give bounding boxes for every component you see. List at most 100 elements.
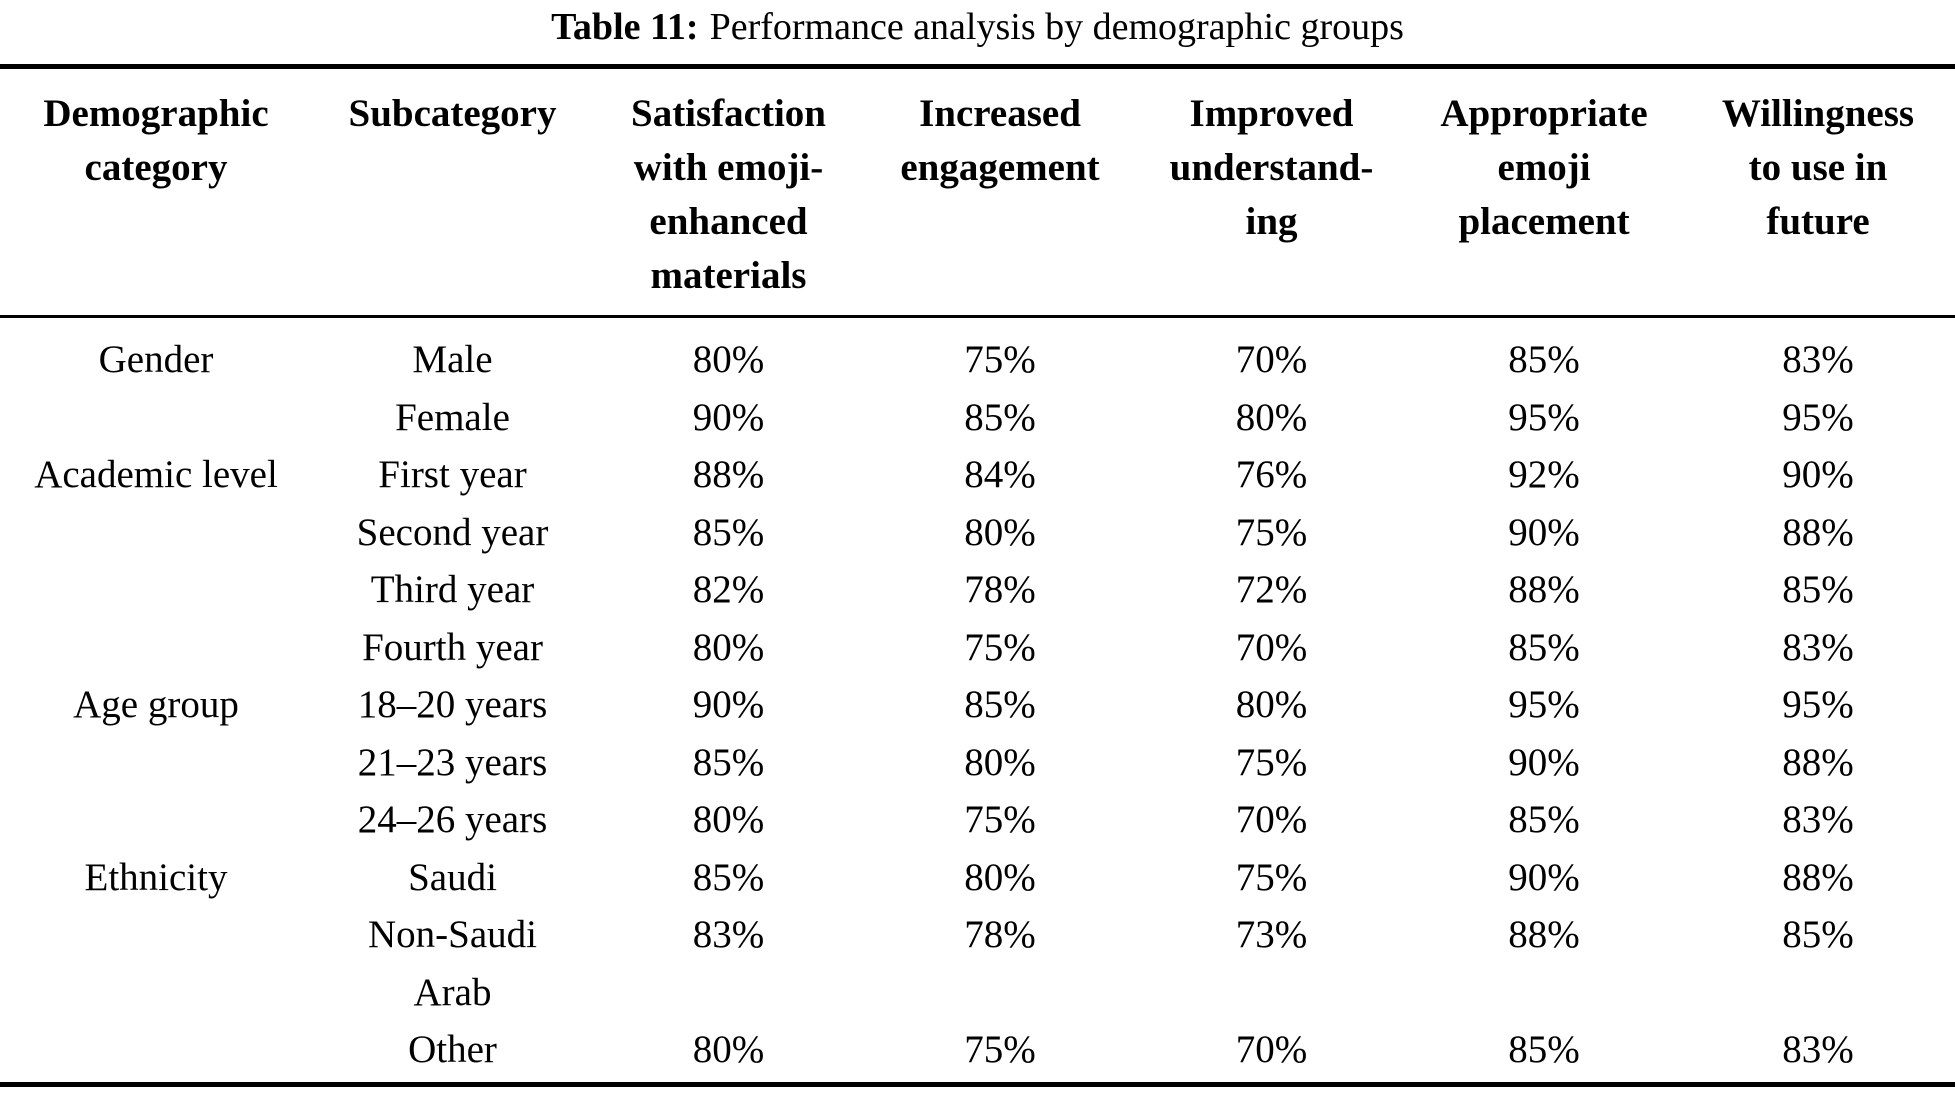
table-row: Gender Male 80% 75% 70% 85% 83% xyxy=(0,317,1955,389)
column-header-willingness-future: Willingness to use in future xyxy=(1721,92,1915,243)
cell-willingness-future: 83% xyxy=(1782,625,1854,669)
cell-willingness-future: 88% xyxy=(1782,740,1854,784)
cell-subcategory: First year xyxy=(378,453,527,496)
table-caption-label: Table 11: xyxy=(551,6,699,49)
cell-subcategory: Female xyxy=(395,395,510,439)
table-row: 21–23 years 85% 80% 75% 90% 88% xyxy=(0,734,1955,792)
cell-demographic-category xyxy=(0,389,312,447)
cell-increased-engagement: 78% xyxy=(964,913,1036,956)
cell-improved-understanding: 76% xyxy=(1235,453,1308,496)
cell-subcategory: 21–23 years xyxy=(357,740,548,784)
cell-willingness-future: 88% xyxy=(1782,855,1854,899)
column-header-subcategory: Subcategory xyxy=(348,92,557,135)
table-row: Age group 18–20 years 90% 85% 80% 95% 95% xyxy=(0,676,1955,734)
cell-subcategory: Second year xyxy=(356,510,549,554)
cell-willingness-future: 83% xyxy=(1782,798,1854,841)
cell-subcategory: Saudi xyxy=(408,855,497,899)
cell-satisfaction-emoji-materials: 88% xyxy=(692,453,765,496)
cell-increased-engagement: 75% xyxy=(964,1028,1036,1071)
column-header-increased-engagement: Increased engagement xyxy=(900,92,1100,189)
cell-demographic-category xyxy=(0,906,312,1021)
cell-improved-understanding: 70% xyxy=(1235,338,1308,381)
table-caption: Table 11: Performance analysis by demogr… xyxy=(0,0,1955,64)
cell-satisfaction-emoji-materials: 80% xyxy=(692,1028,765,1071)
cell-satisfaction-emoji-materials: 90% xyxy=(692,395,765,439)
cell-improved-understanding: 75% xyxy=(1235,855,1308,899)
cell-satisfaction-emoji-materials: 80% xyxy=(692,625,765,669)
cell-satisfaction-emoji-materials: 80% xyxy=(692,798,765,841)
cell-demographic-category xyxy=(0,734,312,792)
table-row: Other 80% 75% 70% 85% 83% xyxy=(0,1021,1955,1084)
cell-increased-engagement: 78% xyxy=(964,568,1036,611)
cell-demographic-category: Age group xyxy=(73,683,239,726)
cell-improved-understanding: 70% xyxy=(1235,798,1308,841)
cell-improved-understanding: 80% xyxy=(1235,395,1308,439)
cell-subcategory: 24–26 years xyxy=(357,798,548,841)
cell-increased-engagement: 80% xyxy=(964,740,1036,784)
column-header-improved-understanding: Improved understand- ing xyxy=(1169,92,1374,243)
cell-improved-understanding: 70% xyxy=(1235,1028,1308,1071)
cell-improved-understanding: 75% xyxy=(1235,740,1308,784)
cell-willingness-future: 85% xyxy=(1782,913,1854,956)
cell-demographic-category xyxy=(0,504,312,562)
table-caption-text: Performance analysis by demographic grou… xyxy=(709,6,1404,49)
demographics-performance-table: Demographic category Subcategory Satisfact… xyxy=(0,64,1955,1087)
table-header-row: Demographic category Subcategory Satisfact… xyxy=(0,67,1955,317)
cell-demographic-category: Academic level xyxy=(34,453,278,496)
cell-subcategory: Male xyxy=(412,338,493,381)
cell-satisfaction-emoji-materials: 90% xyxy=(692,683,765,726)
cell-demographic-category xyxy=(0,619,312,677)
column-header-appropriate-emoji-placement: Appropriate emoji placement xyxy=(1440,92,1648,243)
column-header-satisfaction-emoji-materials: Satisfaction with emoji- enhanced materi… xyxy=(631,92,826,297)
table-header: Demographic category Subcategory Satisfact… xyxy=(0,67,1955,317)
cell-subcategory: Third year xyxy=(370,568,535,611)
cell-demographic-category xyxy=(0,791,312,849)
cell-willingness-future: 95% xyxy=(1782,683,1854,726)
cell-satisfaction-emoji-materials: 83% xyxy=(692,913,765,956)
cell-appropriate-emoji-placement: 85% xyxy=(1508,338,1580,381)
cell-subcategory: 18–20 years xyxy=(357,683,548,726)
cell-willingness-future: 83% xyxy=(1782,338,1854,381)
cell-satisfaction-emoji-materials: 85% xyxy=(692,740,765,784)
cell-appropriate-emoji-placement: 90% xyxy=(1508,740,1580,784)
cell-appropriate-emoji-placement: 85% xyxy=(1508,625,1580,669)
cell-appropriate-emoji-placement: 90% xyxy=(1508,510,1580,554)
cell-increased-engagement: 80% xyxy=(964,510,1036,554)
cell-willingness-future: 95% xyxy=(1782,395,1854,439)
cell-improved-understanding: 70% xyxy=(1235,625,1308,669)
cell-willingness-future: 88% xyxy=(1782,510,1854,554)
cell-willingness-future: 83% xyxy=(1782,1028,1854,1071)
column-header-demographic-category: Demographic category xyxy=(43,92,269,189)
table-row: Female 90% 85% 80% 95% 95% xyxy=(0,389,1955,447)
cell-increased-engagement: 85% xyxy=(964,395,1036,439)
table-row: 24–26 years 80% 75% 70% 85% 83% xyxy=(0,791,1955,849)
cell-improved-understanding: 75% xyxy=(1235,510,1308,554)
cell-demographic-category xyxy=(0,1021,312,1084)
table-row: Second year 85% 80% 75% 90% 88% xyxy=(0,504,1955,562)
table-row: Ethnicity Saudi 85% 80% 75% 90% 88% xyxy=(0,849,1955,907)
cell-willingness-future: 85% xyxy=(1782,568,1854,611)
cell-subcategory: Non-Saudi Arab xyxy=(368,913,537,1014)
table-row: Fourth year 80% 75% 70% 85% 83% xyxy=(0,619,1955,677)
cell-appropriate-emoji-placement: 95% xyxy=(1508,395,1580,439)
cell-increased-engagement: 75% xyxy=(964,338,1036,381)
cell-willingness-future: 90% xyxy=(1782,453,1854,496)
cell-increased-engagement: 85% xyxy=(964,683,1036,726)
cell-satisfaction-emoji-materials: 80% xyxy=(692,338,765,381)
cell-increased-engagement: 75% xyxy=(964,625,1036,669)
table-body: Gender Male 80% 75% 70% 85% 83% Female 90% 85% 80%… xyxy=(0,317,1955,1085)
cell-increased-engagement: 84% xyxy=(964,453,1036,496)
cell-demographic-category: Ethnicity xyxy=(84,855,228,899)
cell-appropriate-emoji-placement: 88% xyxy=(1508,568,1580,611)
table-row: Third year 82% 78% 72% 88% 85% xyxy=(0,561,1955,619)
cell-subcategory: Fourth year xyxy=(362,625,543,669)
cell-satisfaction-emoji-materials: 85% xyxy=(692,855,765,899)
cell-demographic-category xyxy=(0,561,312,619)
cell-improved-understanding: 80% xyxy=(1235,683,1308,726)
cell-demographic-category: Gender xyxy=(98,338,214,381)
cell-appropriate-emoji-placement: 90% xyxy=(1508,855,1580,899)
cell-improved-understanding: 73% xyxy=(1235,913,1308,956)
table-row: Academic level First year 88% 84% 76% 92% 90% xyxy=(0,446,1955,504)
cell-appropriate-emoji-placement: 85% xyxy=(1508,1028,1580,1071)
cell-satisfaction-emoji-materials: 82% xyxy=(692,568,765,611)
